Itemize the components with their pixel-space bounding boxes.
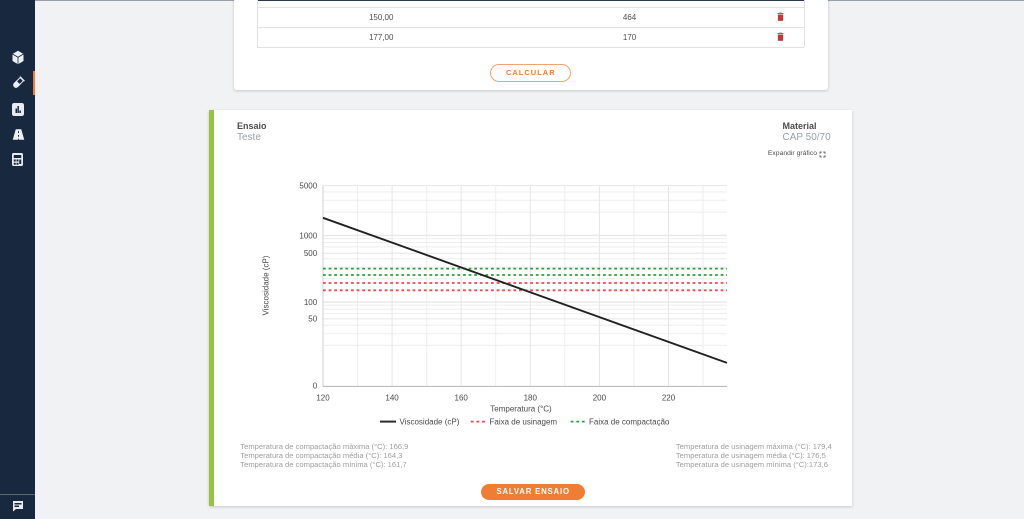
- svg-text:160: 160: [455, 393, 469, 402]
- svg-text:Faixa de compactação: Faixa de compactação: [589, 417, 670, 426]
- svg-text:500: 500: [304, 249, 318, 258]
- svg-text:1000: 1000: [299, 231, 317, 240]
- svg-text:Temperatura (°C): Temperatura (°C): [490, 405, 552, 414]
- svg-text:140: 140: [385, 393, 399, 402]
- svg-text:180: 180: [524, 393, 538, 402]
- svg-text:0: 0: [313, 381, 318, 390]
- svg-text:50: 50: [308, 315, 317, 324]
- svg-text:100: 100: [304, 298, 318, 307]
- svg-text:120: 120: [316, 393, 330, 402]
- svg-text:200: 200: [593, 393, 607, 402]
- svg-text:5000: 5000: [299, 181, 317, 190]
- svg-text:Faixa de usinagem: Faixa de usinagem: [490, 417, 558, 426]
- svg-text:Viscosidade (cP): Viscosidade (cP): [262, 255, 271, 315]
- svg-text:Viscosidade (cP): Viscosidade (cP): [400, 417, 460, 426]
- svg-text:220: 220: [662, 393, 676, 402]
